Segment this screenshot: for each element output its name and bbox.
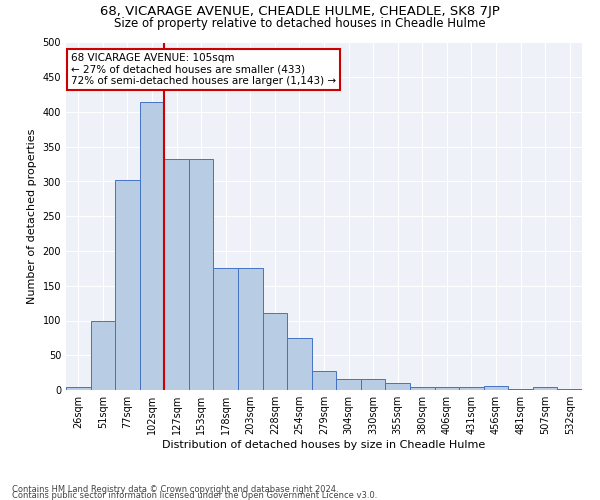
Bar — [214, 268, 238, 390]
X-axis label: Distribution of detached houses by size in Cheadle Hulme: Distribution of detached houses by size … — [163, 440, 485, 450]
Bar — [336, 379, 361, 390]
Bar — [459, 387, 484, 390]
Text: 68, VICARAGE AVENUE, CHEADLE HULME, CHEADLE, SK8 7JP: 68, VICARAGE AVENUE, CHEADLE HULME, CHEA… — [100, 5, 500, 18]
Bar — [263, 313, 287, 390]
Bar — [238, 268, 263, 390]
Bar — [189, 160, 214, 390]
Bar — [533, 387, 557, 390]
Bar — [140, 102, 164, 390]
Bar — [484, 386, 508, 390]
Bar — [361, 379, 385, 390]
Text: Size of property relative to detached houses in Cheadle Hulme: Size of property relative to detached ho… — [114, 18, 486, 30]
Text: 68 VICARAGE AVENUE: 105sqm
← 27% of detached houses are smaller (433)
72% of sem: 68 VICARAGE AVENUE: 105sqm ← 27% of deta… — [71, 53, 336, 86]
Bar — [115, 180, 140, 390]
Bar — [66, 387, 91, 390]
Bar — [91, 321, 115, 390]
Bar — [434, 387, 459, 390]
Bar — [287, 338, 312, 390]
Bar — [164, 160, 189, 390]
Bar — [410, 387, 434, 390]
Text: Contains HM Land Registry data © Crown copyright and database right 2024.: Contains HM Land Registry data © Crown c… — [12, 484, 338, 494]
Bar — [385, 383, 410, 390]
Y-axis label: Number of detached properties: Number of detached properties — [27, 128, 37, 304]
Bar — [312, 370, 336, 390]
Text: Contains public sector information licensed under the Open Government Licence v3: Contains public sector information licen… — [12, 490, 377, 500]
